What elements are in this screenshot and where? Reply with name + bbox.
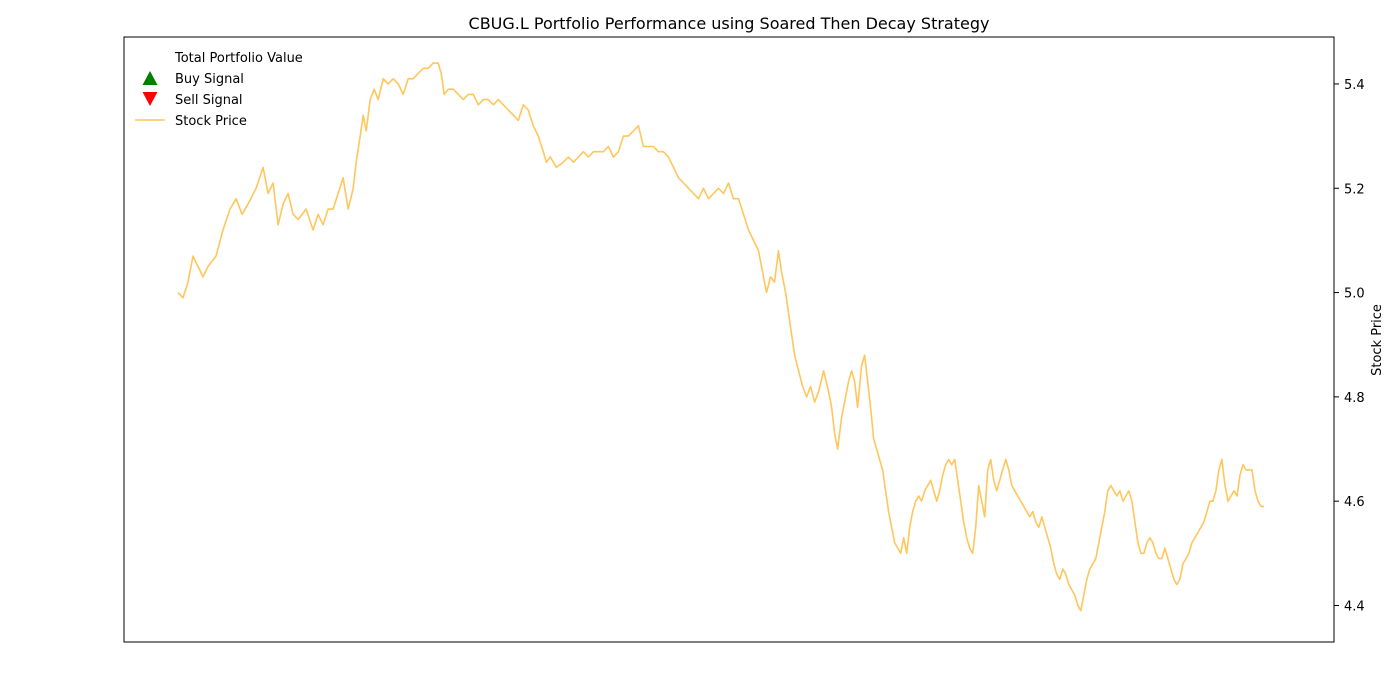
plot-area [123, 36, 1335, 643]
y-tick-label: 4.4 [1344, 599, 1365, 614]
legend-label: Buy Signal [175, 72, 244, 87]
y-tick-label: 5.0 [1344, 287, 1365, 302]
legend-buy-marker [142, 71, 158, 85]
legend-sell-marker [142, 92, 158, 106]
chart-title: CBUG.L Portfolio Performance using Soare… [469, 14, 990, 33]
legend-label: Stock Price [175, 114, 247, 129]
series-layer [177, 62, 1264, 612]
legend: Total Portfolio Value Buy Signal Sell Sign… [135, 51, 303, 129]
y-tick-label: 4.8 [1344, 391, 1365, 406]
y-axis-right: 4.4 4.6 4.8 5.0 5.2 5.4 [1334, 78, 1365, 614]
y-axis-label: Stock Price [1370, 304, 1385, 376]
legend-label: Sell Signal [175, 93, 243, 108]
legend-label: Total Portfolio Value [174, 51, 303, 66]
y-tick-label: 5.4 [1344, 78, 1365, 93]
y-tick-label: 5.2 [1344, 182, 1365, 197]
series-line-stock-price [177, 62, 1264, 612]
y-tick-label: 4.6 [1344, 495, 1365, 510]
plot-frame [123, 36, 1335, 643]
